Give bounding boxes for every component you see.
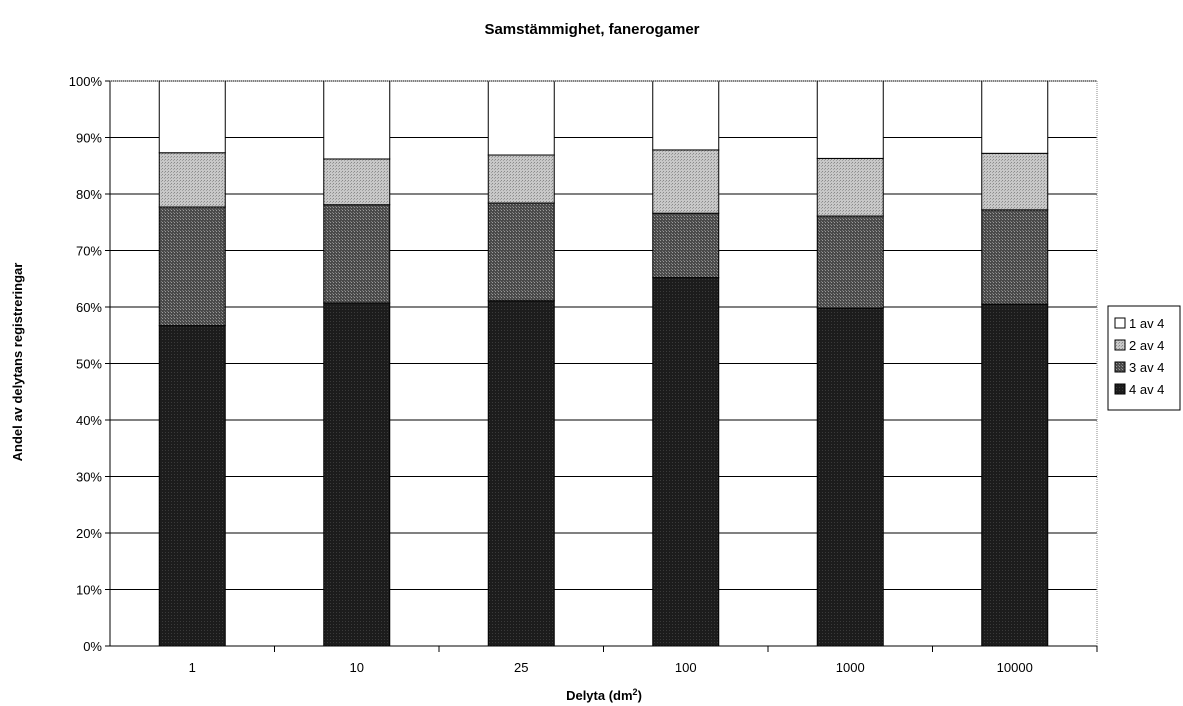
- y-tick-label: 90%: [76, 131, 102, 146]
- bar-segment: [323, 302, 391, 647]
- y-tick-label: 40%: [76, 413, 102, 428]
- x-tick-label: 10: [350, 660, 364, 675]
- bar-segment: [323, 158, 391, 206]
- bar-segment: [487, 300, 555, 647]
- x-axis-label-end: ): [638, 688, 642, 703]
- axes: [109, 80, 1098, 647]
- x-axis-label-main: Delyta (dm: [566, 688, 632, 703]
- bar-segment: [816, 307, 884, 647]
- y-tick-label: 100%: [69, 74, 103, 89]
- y-tick-label: 30%: [76, 470, 102, 485]
- x-tick-label: 100: [675, 660, 697, 675]
- legend-label: 3 av 4: [1129, 360, 1164, 375]
- legend-label: 1 av 4: [1129, 316, 1164, 331]
- y-tick-label: 20%: [76, 526, 102, 541]
- bar-segment: [487, 154, 555, 204]
- legend-swatch: [1114, 383, 1126, 395]
- x-tick-label: 1: [189, 660, 196, 675]
- y-axis-label: Andel av delytans registreringar: [10, 263, 25, 462]
- x-tick-label: 25: [514, 660, 528, 675]
- bar-segment: [981, 152, 1049, 211]
- bar-segment: [816, 215, 884, 309]
- x-axis-label: Delyta (dm2): [566, 687, 642, 703]
- bar-segment: [981, 80, 1049, 154]
- legend-swatch: [1114, 317, 1126, 329]
- y-tick-labels: 0% 10% 20% 30% 40% 50% 60% 70% 80% 90% 100%: [69, 74, 103, 654]
- bar-segment: [487, 80, 555, 156]
- bar-segment: [816, 157, 884, 217]
- x-axis-label-sup: 2: [633, 687, 638, 697]
- legend: 1 av 4 2 av 4 3 av 4 4 av 4: [1107, 305, 1181, 411]
- bar-segment: [652, 80, 720, 151]
- bar-segment: [652, 277, 720, 647]
- bars: [158, 80, 1049, 647]
- legend-label: 2 av 4: [1129, 338, 1164, 353]
- legend-label: 4 av 4: [1129, 382, 1164, 397]
- y-tick-label: 10%: [76, 583, 102, 598]
- bar-segment: [652, 149, 720, 214]
- bar-segment: [487, 202, 555, 302]
- x-tick-label: 1000: [836, 660, 865, 675]
- y-tick-label: 0%: [83, 639, 102, 654]
- x-tick-label: 10000: [997, 660, 1033, 675]
- chart-title: Samstämmighet, fanerogamer: [484, 21, 699, 38]
- x-tick-labels: 1 10 25 100 1000 10000: [189, 660, 1033, 675]
- bar-segment: [323, 204, 391, 304]
- y-tick-label: 70%: [76, 244, 102, 259]
- legend-swatch: [1114, 361, 1126, 373]
- bar-segment: [323, 80, 391, 160]
- gridlines: [105, 80, 1098, 652]
- bar-segment: [158, 206, 226, 327]
- bar-segment: [981, 303, 1049, 647]
- y-tick-label: 50%: [76, 357, 102, 372]
- bar-segment: [981, 209, 1049, 305]
- bar-segment: [158, 152, 226, 208]
- y-tick-label: 60%: [76, 300, 102, 315]
- bar-segment: [652, 212, 720, 279]
- bar-segment: [816, 80, 884, 159]
- legend-swatch: [1114, 339, 1126, 351]
- bar-segment: [158, 325, 226, 647]
- y-tick-label: 80%: [76, 187, 102, 202]
- bar-segment: [158, 80, 226, 154]
